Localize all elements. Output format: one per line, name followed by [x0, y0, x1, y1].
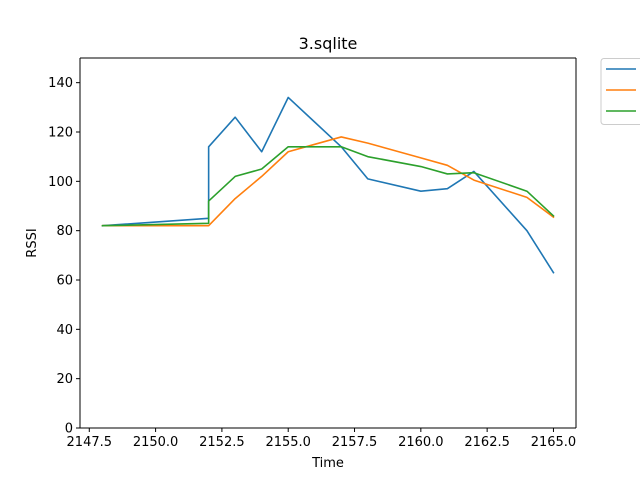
x-axis-label: Time [311, 456, 344, 471]
y-tick-label: 120 [48, 126, 73, 141]
y-tick-label: 0 [65, 422, 73, 437]
x-tick-label: 2162.5 [464, 435, 510, 450]
series-line-2 [101, 136, 555, 227]
x-ticks: 2147.5 2150.0 2152.5 2155.0 2157.5 2160.0 2162… [67, 428, 577, 450]
chart-title: 3.sqlite [299, 34, 358, 53]
x-tick-label: 2165.0 [531, 435, 577, 450]
x-tick-label: 2155.0 [265, 435, 311, 450]
y-tick-label: 60 [56, 274, 73, 289]
x-tick-label: 2157.5 [332, 435, 378, 450]
y-ticks: 0 20 40 60 80 100 120 140 [48, 76, 80, 437]
x-tick-label: 2147.5 [67, 435, 113, 450]
x-tick-label: 2152.5 [199, 435, 245, 450]
plot-area [80, 58, 576, 428]
y-tick-label: 40 [56, 323, 73, 338]
x-tick-label: 2160.0 [398, 435, 444, 450]
series-lines [101, 96, 555, 274]
y-tick-label: 100 [48, 175, 73, 190]
y-tick-label: 140 [48, 76, 73, 91]
legend [600, 58, 640, 125]
y-tick-label: 20 [56, 372, 73, 387]
series-line-1 [101, 96, 555, 274]
y-tick-label: 80 [56, 224, 73, 239]
x-tick-label: 2150.0 [133, 435, 179, 450]
y-axis-label: RSSI [25, 228, 40, 257]
series-line-3 [101, 146, 555, 227]
axes [79, 57, 577, 429]
legend-box [600, 58, 640, 125]
